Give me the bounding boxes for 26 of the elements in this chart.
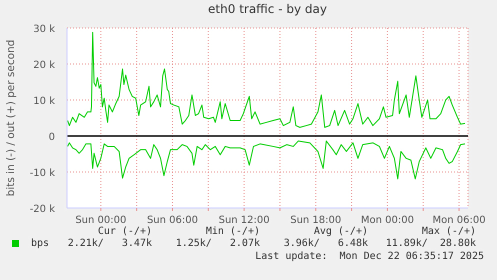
text: Avg (-/+) [312, 226, 368, 237]
y-tick-label: 0 [48, 132, 55, 143]
text: 3.96k/ 6.48k [282, 238, 368, 249]
y-tick-label: 20 k [33, 60, 56, 71]
x-tick-label: Sun 12:00 [218, 215, 270, 226]
text: Max (-/+) [420, 226, 476, 237]
text: 2.21k/ 3.47k [66, 238, 152, 249]
x-tick-label: Sun 06:00 [146, 215, 198, 226]
text: Min (-/+) [204, 226, 260, 237]
line-series [67, 140, 466, 180]
y-axis-title: bits in (-) / out (+) per second [5, 40, 17, 196]
x-tick-label: Mon 00:00 [360, 215, 414, 226]
line-series [67, 32, 466, 128]
chart-title: eth0 traffic - by day [207, 2, 328, 16]
y-tick-label: 30 k [33, 24, 56, 35]
text: Cur (-/+) [96, 226, 152, 237]
text: 1.25k/ 2.07k [174, 238, 260, 249]
y-tick-label: -10 k [30, 168, 56, 179]
x-tick-label: Sun 18:00 [290, 215, 342, 226]
x-tick-label: Sun 00:00 [75, 215, 126, 226]
y-tick-label: 10 k [33, 96, 56, 107]
text: Last update: Mon Dec 22 06:35:17 2025 [255, 251, 484, 262]
y-tick-label: -20 k [30, 204, 56, 215]
text: 11.89k/ 28.80k [384, 238, 476, 249]
legend-label: bps [31, 238, 50, 249]
x-tick-label: Mon 06:00 [432, 215, 486, 226]
